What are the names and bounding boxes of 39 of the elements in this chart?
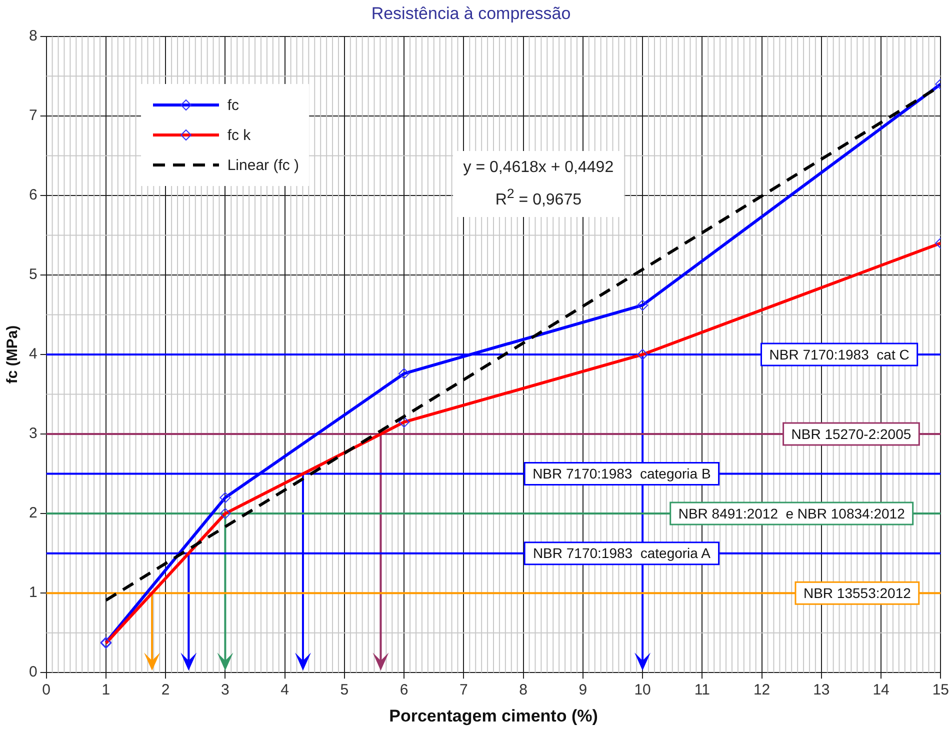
x-tick-label: 10 xyxy=(634,682,651,699)
x-tick-label: 14 xyxy=(872,682,890,699)
y-tick-label: 0 xyxy=(29,664,38,681)
x-axis-title: Porcentagem cimento (%) xyxy=(389,706,598,726)
x-tick-label: 1 xyxy=(102,682,110,699)
annotation: NBR 15270-2:2005 xyxy=(791,426,912,442)
x-tick-label: 4 xyxy=(280,682,289,699)
x-tick-label: 8 xyxy=(519,682,528,699)
x-tick-label: 12 xyxy=(753,682,770,699)
y-tick-label: 1 xyxy=(29,584,38,602)
x-tick-label: 6 xyxy=(400,682,408,699)
annotation: NBR 8491:2012 e NBR 10834:2012 xyxy=(678,505,906,522)
x-tick-label: 9 xyxy=(578,682,588,699)
y-tick-label: 3 xyxy=(29,425,38,442)
legend-label: fc k xyxy=(227,126,251,144)
x-tick-label: 15 xyxy=(932,682,949,699)
annotation: NBR 7170:1983 cat C xyxy=(769,346,910,362)
chart-title: Resistência à compressão xyxy=(371,4,571,23)
annotation: NBR 7170:1983 categoria A xyxy=(532,545,712,562)
x-tick-label: 0 xyxy=(42,682,51,699)
x-tick-label: 5 xyxy=(340,682,349,699)
legend-label: fc xyxy=(227,96,239,114)
annotation: NBR 7170:1983 categoria B xyxy=(532,466,711,482)
annotation: R$^{2}$ = 0,9675 xyxy=(494,184,582,210)
y-tick-label: 6 xyxy=(29,186,38,204)
legend-label: Linear (fc ) xyxy=(227,156,300,174)
annotation: y = 0,4618x + 0,4492 xyxy=(463,158,614,178)
y-tick-label: 4 xyxy=(29,346,38,363)
y-tick-label: 5 xyxy=(29,266,38,284)
y-tick-label: 2 xyxy=(29,504,38,522)
x-tick-label: 2 xyxy=(161,682,170,699)
x-tick-label: 11 xyxy=(694,682,710,699)
x-tick-label: 7 xyxy=(460,682,468,699)
x-tick-label: 13 xyxy=(813,682,830,699)
y-axis-title: fc (MPa) xyxy=(4,325,22,384)
y-tick-label: 7 xyxy=(29,107,38,124)
x-tick-label: 3 xyxy=(221,682,230,699)
annotation: NBR 13553:2012 xyxy=(803,584,912,601)
y-tick-label: 8 xyxy=(29,28,38,45)
